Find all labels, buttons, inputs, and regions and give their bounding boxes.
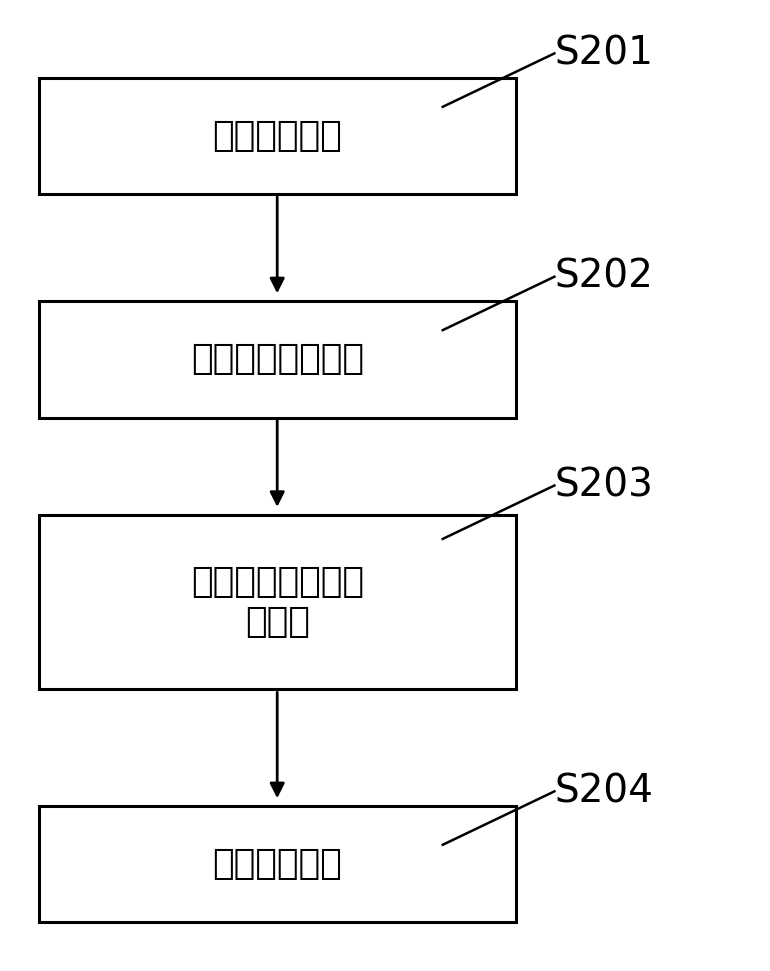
Text: S204: S204 [554, 772, 653, 811]
Text: S202: S202 [554, 257, 653, 296]
Bar [38, 515, 516, 689]
Text: 向光学微腔输入泵
浦激光: 向光学微腔输入泵 浦激光 [191, 565, 363, 639]
Bar [38, 806, 516, 922]
Text: S201: S201 [554, 34, 654, 73]
Text: S203: S203 [554, 466, 653, 505]
Bar [38, 301, 516, 418]
Text: 泵浦激光相位调制: 泵浦激光相位调制 [191, 342, 363, 377]
Bar [38, 78, 516, 194]
Text: 产生泵浦激光: 产生泵浦激光 [213, 118, 342, 153]
Text: 泵浦激光扫描: 泵浦激光扫描 [213, 847, 342, 882]
